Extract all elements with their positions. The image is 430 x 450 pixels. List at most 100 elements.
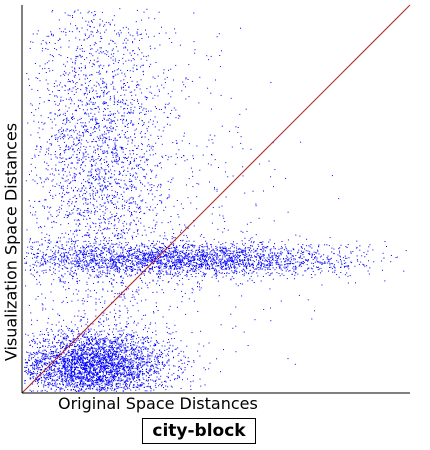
scatter-point bbox=[339, 252, 341, 254]
scatter-point bbox=[126, 339, 128, 341]
scatter-point bbox=[79, 372, 81, 374]
scatter-point bbox=[47, 381, 49, 383]
scatter-point bbox=[100, 365, 101, 366]
scatter-point bbox=[79, 347, 81, 349]
scatter-point bbox=[134, 355, 136, 357]
scatter-point bbox=[311, 277, 313, 279]
scatter-point bbox=[183, 351, 185, 353]
scatter-point bbox=[96, 255, 98, 257]
scatter-point bbox=[100, 380, 102, 382]
scatter-point bbox=[115, 328, 117, 330]
scatter-point bbox=[32, 353, 34, 355]
scatter-point bbox=[92, 373, 94, 375]
scatter-point bbox=[321, 263, 323, 265]
scatter-point bbox=[190, 260, 192, 262]
scatter-point bbox=[106, 353, 108, 355]
scatter-point bbox=[115, 385, 117, 387]
scatter-point bbox=[125, 259, 127, 261]
scatter-point bbox=[59, 375, 61, 377]
scatter-point bbox=[70, 377, 72, 379]
scatter-point bbox=[188, 243, 190, 245]
scatter-point bbox=[116, 352, 118, 353]
scatter-point bbox=[166, 348, 168, 350]
scatter-point bbox=[95, 383, 97, 385]
scatter-point bbox=[200, 261, 202, 263]
scatter-point bbox=[150, 385, 151, 387]
scatter-point bbox=[35, 380, 36, 382]
scatter-point bbox=[101, 363, 103, 365]
scatter-point bbox=[120, 255, 122, 257]
scatter-point bbox=[156, 367, 158, 369]
scatter-point bbox=[98, 362, 100, 364]
scatter-point bbox=[74, 373, 76, 375]
scatter-point bbox=[108, 358, 110, 360]
scatter-point bbox=[153, 255, 155, 257]
scatter-point bbox=[136, 264, 138, 265]
scatter-point bbox=[136, 372, 138, 374]
scatter-point bbox=[247, 280, 249, 282]
scatter-point bbox=[100, 276, 102, 278]
scatter-point bbox=[188, 263, 190, 265]
scatter-point bbox=[109, 370, 111, 372]
scatter-point bbox=[227, 253, 229, 255]
scatter-point bbox=[89, 369, 91, 371]
scatter-point bbox=[35, 358, 37, 360]
scatter-point bbox=[128, 379, 130, 381]
scatter-point bbox=[226, 255, 228, 256]
scatter-point bbox=[51, 350, 52, 352]
scatter-point bbox=[81, 350, 83, 352]
scatter-point bbox=[77, 372, 79, 374]
scatter-point bbox=[205, 259, 207, 260]
scatter-point bbox=[176, 261, 178, 263]
scatter-point bbox=[266, 264, 268, 266]
scatter-point bbox=[186, 262, 187, 264]
scatter-point bbox=[65, 355, 67, 357]
scatter-point bbox=[192, 255, 194, 257]
scatter-point bbox=[109, 360, 111, 362]
scatter-point bbox=[138, 368, 140, 370]
scatter-point bbox=[153, 256, 155, 257]
scatter-point bbox=[97, 382, 99, 384]
scatter-point bbox=[176, 267, 178, 269]
scatter-point bbox=[114, 339, 116, 341]
scatter-point bbox=[63, 356, 65, 358]
scatter-point bbox=[92, 356, 94, 358]
scatter-point bbox=[111, 373, 113, 375]
scatter-point bbox=[162, 247, 164, 249]
scatter-point bbox=[173, 233, 175, 234]
scatter-point bbox=[129, 355, 131, 357]
scatter-point bbox=[106, 384, 108, 386]
scatter-point bbox=[103, 364, 105, 366]
scatter-point bbox=[384, 280, 386, 282]
scatter-point bbox=[108, 345, 110, 347]
scatter-point bbox=[132, 348, 134, 350]
scatter-point bbox=[76, 353, 78, 354]
scatter-point bbox=[97, 352, 99, 354]
scatter-point bbox=[79, 354, 81, 356]
scatter-point bbox=[251, 237, 253, 239]
scatter-point bbox=[103, 354, 105, 356]
scatter-point bbox=[129, 360, 131, 362]
scatter-point bbox=[172, 332, 174, 334]
scatter-point bbox=[80, 353, 82, 355]
scatter-point bbox=[71, 333, 73, 335]
scatter-point bbox=[208, 258, 209, 260]
scatter-point bbox=[96, 343, 98, 345]
scatter-point bbox=[125, 360, 127, 361]
scatter-point bbox=[52, 382, 54, 384]
scatter-point bbox=[92, 350, 94, 351]
scatter-point bbox=[63, 252, 65, 254]
scatter-point bbox=[80, 367, 82, 369]
scatter-point bbox=[34, 361, 36, 362]
scatter-point bbox=[132, 254, 134, 256]
scatter-point bbox=[126, 373, 128, 375]
scatter-point bbox=[138, 263, 140, 265]
scatter-point bbox=[109, 341, 111, 343]
scatter-point bbox=[84, 368, 85, 370]
scatter-point bbox=[50, 358, 52, 360]
scatter-point bbox=[77, 361, 79, 363]
scatter-point bbox=[28, 354, 30, 356]
scatter-point bbox=[136, 258, 138, 260]
scatter-point bbox=[72, 356, 74, 358]
scatter-point bbox=[161, 354, 163, 356]
